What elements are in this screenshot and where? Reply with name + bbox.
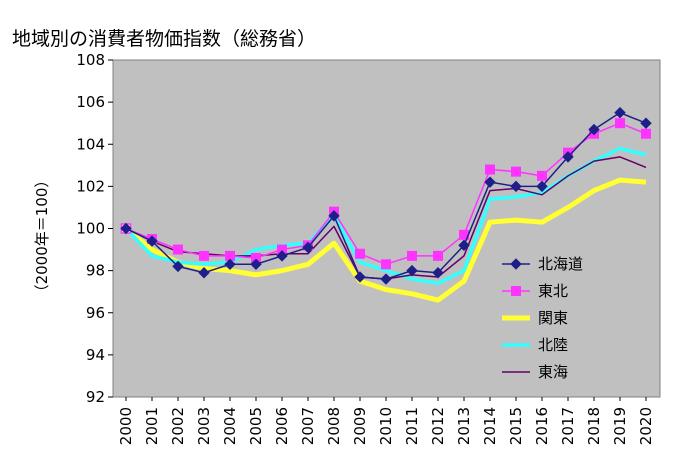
data-point — [433, 250, 443, 261]
x-tick-label: 2007 — [299, 407, 317, 445]
legend-marker — [511, 286, 521, 296]
data-point — [614, 106, 626, 119]
x-tick-label: 2004 — [221, 407, 239, 445]
legend-label: 北陸 — [538, 336, 568, 354]
y-axis-label: （2000年＝100） — [33, 173, 51, 300]
x-tick-label: 2020 — [637, 407, 655, 445]
plot-area — [112, 59, 661, 398]
series-layer — [120, 106, 652, 303]
x-axis: 2000 2001 2002 2003 2004 2005 2006 2007 2008 2009… — [117, 397, 655, 445]
data-point — [380, 273, 392, 285]
data-point — [146, 235, 158, 247]
x-tick-label: 2010 — [377, 407, 395, 445]
data-point — [536, 180, 548, 193]
chart-title: 地域別の消費者物価指数（総務省） — [12, 28, 317, 50]
y-tick-label: 100 — [76, 220, 105, 238]
legend-label: 関東 — [538, 309, 568, 327]
data-point — [510, 180, 522, 193]
x-tick-label: 2000 — [117, 407, 135, 445]
x-tick-label: 2019 — [611, 407, 629, 445]
data-point — [458, 239, 470, 252]
data-point — [562, 151, 574, 163]
data-point — [354, 271, 366, 283]
series-北海道 — [120, 106, 652, 285]
legend-item: 東海 — [502, 363, 568, 381]
y-tick-label: 94 — [86, 346, 105, 364]
data-point — [537, 170, 547, 181]
x-tick-label: 2002 — [169, 407, 187, 445]
data-point — [172, 260, 184, 273]
data-point — [407, 250, 417, 261]
data-point — [432, 267, 444, 279]
y-tick-label: 106 — [76, 93, 105, 111]
x-tick-label: 2003 — [195, 407, 213, 445]
x-tick-label: 2013 — [455, 407, 473, 445]
data-point — [484, 176, 496, 188]
y-tick-label: 96 — [86, 304, 105, 322]
x-tick-label: 2011 — [403, 407, 421, 445]
legend-item: 東北 — [502, 282, 568, 300]
data-point — [328, 210, 340, 222]
y-axis: 92 94 96 98 100 102 104 106 108 — [76, 51, 113, 406]
y-tick-label: 92 — [86, 388, 105, 406]
y-tick-label: 102 — [76, 177, 105, 195]
data-point — [120, 222, 132, 235]
data-point — [302, 241, 314, 254]
x-tick-label: 2008 — [325, 407, 343, 445]
legend-item: 北海道 — [502, 255, 583, 273]
x-tick-label: 2005 — [247, 407, 265, 445]
data-point — [588, 123, 600, 136]
x-tick-label: 2018 — [585, 407, 603, 445]
x-tick-label: 2016 — [533, 407, 551, 445]
data-point — [173, 244, 183, 255]
data-point — [198, 267, 210, 279]
data-point — [615, 118, 625, 129]
data-point — [640, 117, 652, 129]
x-tick-label: 2015 — [507, 407, 525, 445]
data-point — [485, 164, 495, 175]
x-tick-label: 2006 — [273, 407, 291, 445]
data-point — [250, 258, 262, 271]
legend-marker — [510, 258, 522, 270]
x-tick-label: 2014 — [481, 407, 499, 445]
legend-item: 関東 — [502, 309, 568, 327]
legend-label: 北海道 — [538, 255, 583, 273]
x-tick-label: 2001 — [143, 407, 161, 445]
y-tick-label: 104 — [76, 135, 105, 153]
data-point — [199, 250, 209, 261]
legend-label: 東北 — [538, 282, 568, 300]
data-point — [276, 250, 288, 262]
data-point — [641, 128, 651, 139]
y-tick-label: 108 — [76, 51, 105, 69]
y-tick-label: 98 — [86, 262, 105, 280]
data-point — [511, 166, 521, 177]
legend-item: 北陸 — [502, 336, 568, 354]
data-point — [224, 258, 236, 271]
data-point — [355, 248, 365, 259]
data-point — [381, 259, 391, 270]
x-tick-label: 2012 — [429, 407, 447, 445]
x-tick-label: 2009 — [351, 407, 369, 445]
legend-label: 東海 — [538, 363, 568, 381]
data-point — [406, 264, 418, 277]
x-tick-label: 2017 — [559, 407, 577, 445]
